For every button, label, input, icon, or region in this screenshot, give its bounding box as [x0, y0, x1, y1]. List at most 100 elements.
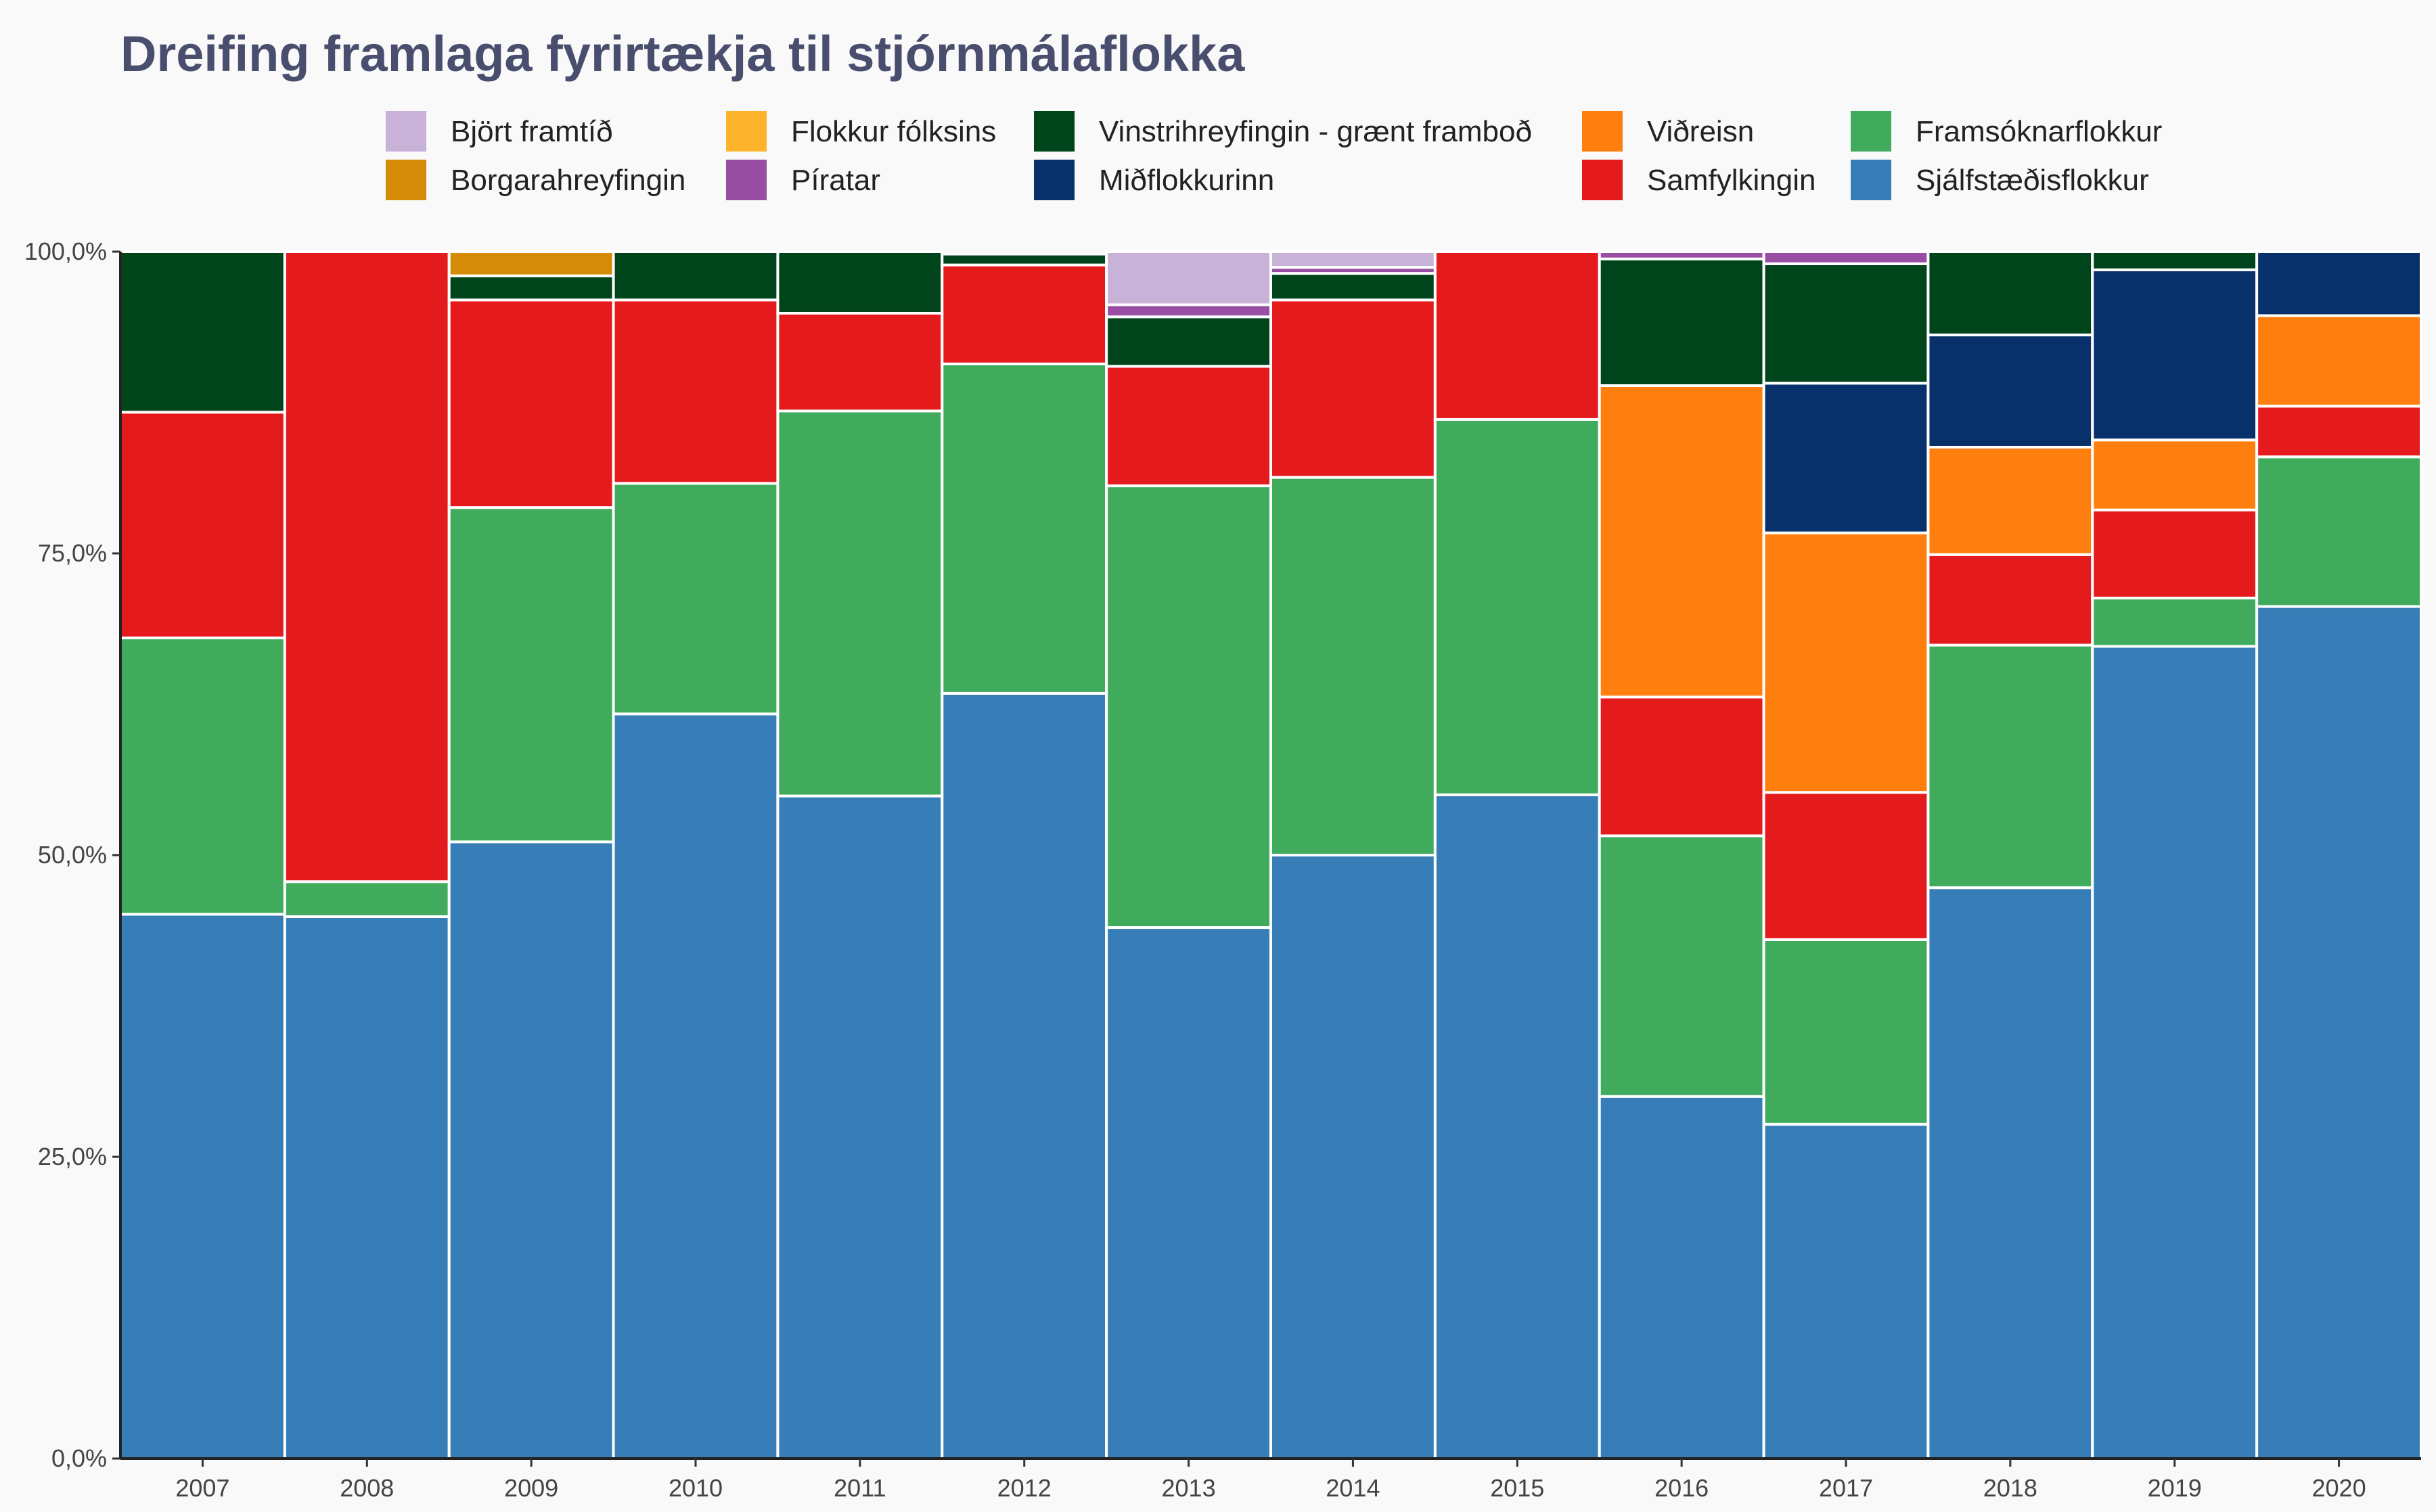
- bar-2011-framsoknarflokkur: [776, 409, 944, 798]
- bar-2016-sjalfst-isflokkur: [1598, 1095, 1765, 1461]
- legend: Björt framtíð Flokkur fólksins Vinstrihrey…: [386, 111, 2162, 200]
- bar-2007-sjalfst-isflokkur: [119, 913, 286, 1460]
- bar-2012-vinstrihreyfingin-gr-nt-frambo: [941, 252, 1108, 267]
- legend-item-piratar: Píratar: [726, 160, 880, 200]
- x-tick-label: 2015: [1490, 1474, 1544, 1502]
- bar-2019-mi-flokkurinn: [2091, 268, 2259, 442]
- bar-2020-samfylkingin: [2255, 405, 2422, 459]
- bar-2015-sjalfst-isflokkur: [1433, 793, 1601, 1461]
- bar-2016-framsoknarflokkur: [1598, 834, 1765, 1098]
- y-tick-label: 50,0%: [38, 841, 107, 869]
- legend-label: Björt framtíð: [451, 115, 613, 148]
- bar-2013-framsoknarflokkur: [1105, 484, 1272, 930]
- legend-label: Sjálfstæðisflokkur: [1916, 164, 2149, 197]
- legend-item-borgarahreyfingin: Borgarahreyfingin: [386, 160, 685, 200]
- bar-2010-samfylkingin: [612, 298, 780, 485]
- x-tick-label: 2008: [340, 1474, 394, 1502]
- x-tick-label: 2014: [1326, 1474, 1380, 1502]
- bar-2017-framsoknarflokkur: [1762, 938, 1930, 1126]
- bar-2019-vi-reisn: [2091, 438, 2259, 511]
- bar-2014-vinstrihreyfingin-gr-nt-frambo: [1269, 272, 1437, 302]
- legend-item-mi-flokkurinn: Miðflokkurinn: [1034, 160, 1274, 200]
- bar-2017-vinstrihreyfingin-gr-nt-frambo: [1762, 262, 1930, 385]
- legend-swatch: [1851, 160, 1891, 200]
- legend-label: Viðreisn: [1647, 115, 1754, 148]
- legend-label: Framsóknarflokkur: [1916, 115, 2162, 148]
- bar-2013-vinstrihreyfingin-gr-nt-frambo: [1105, 315, 1272, 368]
- bar-2016-vinstrihreyfingin-gr-nt-frambo: [1598, 257, 1765, 388]
- bar-2012-sjalfst-isflokkur: [941, 691, 1108, 1460]
- bar-2014-sjalfst-isflokkur: [1269, 854, 1437, 1460]
- bar-2008-framsoknarflokkur: [283, 880, 451, 918]
- x-tick-label: 2012: [997, 1474, 1052, 1502]
- x-tick-label: 2016: [1654, 1474, 1709, 1502]
- y-tick-label: 0,0%: [51, 1444, 107, 1472]
- bar-2009-sjalfst-isflokkur: [447, 840, 615, 1460]
- bar-2020-framsoknarflokkur: [2255, 455, 2422, 608]
- y-tick-label: 25,0%: [38, 1143, 107, 1170]
- bar-2019-sjalfst-isflokkur: [2091, 645, 2259, 1460]
- legend-label: Miðflokkurinn: [1099, 164, 1274, 197]
- legend-swatch: [1034, 111, 1075, 152]
- bar-2014-samfylkingin: [1269, 298, 1437, 479]
- x-tick-label: 2018: [1983, 1474, 2037, 1502]
- bar-2019-samfylkingin: [2091, 508, 2259, 600]
- y-tick-label: 100,0%: [24, 237, 107, 265]
- bar-2008-samfylkingin: [283, 250, 451, 884]
- bar-2018-samfylkingin: [1926, 553, 2094, 647]
- bar-2012-samfylkingin: [941, 263, 1108, 365]
- bar-2007-samfylkingin: [119, 411, 286, 639]
- legend-label: Flokkur fólksins: [791, 115, 996, 148]
- x-tick-label: 2019: [2148, 1474, 2202, 1502]
- bar-2018-framsoknarflokkur: [1926, 643, 2094, 890]
- bar-2009-borgarahreyfingin: [447, 250, 615, 277]
- legend-swatch: [1582, 160, 1623, 200]
- bar-2016-piratar: [1598, 250, 1765, 260]
- bar-2016-vi-reisn: [1598, 384, 1765, 699]
- bar-2011-samfylkingin: [776, 311, 944, 413]
- bar-2009-framsoknarflokkur: [447, 506, 615, 844]
- legend-swatch: [726, 160, 767, 200]
- chart-title: Dreifing framlaga fyrirtækja til stjórnm…: [120, 26, 1245, 82]
- bar-2009-samfylkingin: [447, 298, 615, 509]
- bars: [119, 250, 2422, 1461]
- bar-2007-vinstrihreyfingin-gr-nt-frambo: [119, 250, 286, 414]
- x-tick-label: 2007: [175, 1474, 229, 1502]
- bar-2014-bjort-framti: [1269, 250, 1437, 269]
- legend-swatch: [386, 111, 426, 152]
- legend-label: Píratar: [791, 164, 880, 197]
- bar-2019-framsoknarflokkur: [2091, 597, 2259, 648]
- bar-2017-mi-flokkurinn: [1762, 382, 1930, 534]
- legend-swatch: [1851, 111, 1891, 152]
- bar-2009-vinstrihreyfingin-gr-nt-frambo: [447, 274, 615, 302]
- x-tick-label: 2010: [669, 1474, 723, 1502]
- legend-label: Samfylkingin: [1647, 164, 1815, 197]
- bar-2016-samfylkingin: [1598, 695, 1765, 838]
- x-tick-label: 2013: [1162, 1474, 1216, 1502]
- bar-2010-framsoknarflokkur: [612, 482, 780, 716]
- legend-item-vi-reisn: Viðreisn: [1582, 111, 1754, 152]
- x-tick-label: 2017: [1819, 1474, 1873, 1502]
- legend-label: Borgarahreyfingin: [451, 164, 685, 197]
- x-tick-label: 2011: [834, 1474, 886, 1502]
- bar-2020-mi-flokkurinn: [2255, 250, 2422, 317]
- bar-2010-vinstrihreyfingin-gr-nt-frambo: [612, 250, 780, 302]
- bar-2012-framsoknarflokkur: [941, 362, 1108, 695]
- bar-2020-sjalfst-isflokkur: [2255, 605, 2422, 1460]
- bar-2018-mi-flokkurinn: [1926, 334, 2094, 449]
- legend-item-flokkur-folksins: Flokkur fólksins: [726, 111, 996, 152]
- legend-item-samfylkingin: Samfylkingin: [1582, 160, 1815, 200]
- bar-2019-vinstrihreyfingin-gr-nt-frambo: [2091, 250, 2259, 271]
- bar-2017-sjalfst-isflokkur: [1762, 1122, 1930, 1461]
- legend-label: Vinstrihreyfingin - grænt framboð: [1099, 115, 1532, 148]
- bar-2017-piratar: [1762, 250, 1930, 265]
- bar-2007-framsoknarflokkur: [119, 636, 286, 916]
- bar-2010-sjalfst-isflokkur: [612, 712, 780, 1460]
- axes: 0,0% 25,0% 50,0% 75,0% 100,0% 2007 2008 2009 201…: [24, 237, 2421, 1502]
- legend-item-framsoknarflokkur: Framsóknarflokkur: [1851, 111, 2162, 152]
- bar-2011-vinstrihreyfingin-gr-nt-frambo: [776, 250, 944, 315]
- bar-2011-sjalfst-isflokkur: [776, 794, 944, 1460]
- legend-item-vinstrihreyfingin-gr-nt-frambo: Vinstrihreyfingin - grænt framboð: [1034, 111, 1532, 152]
- x-tick-label: 2020: [2312, 1474, 2366, 1502]
